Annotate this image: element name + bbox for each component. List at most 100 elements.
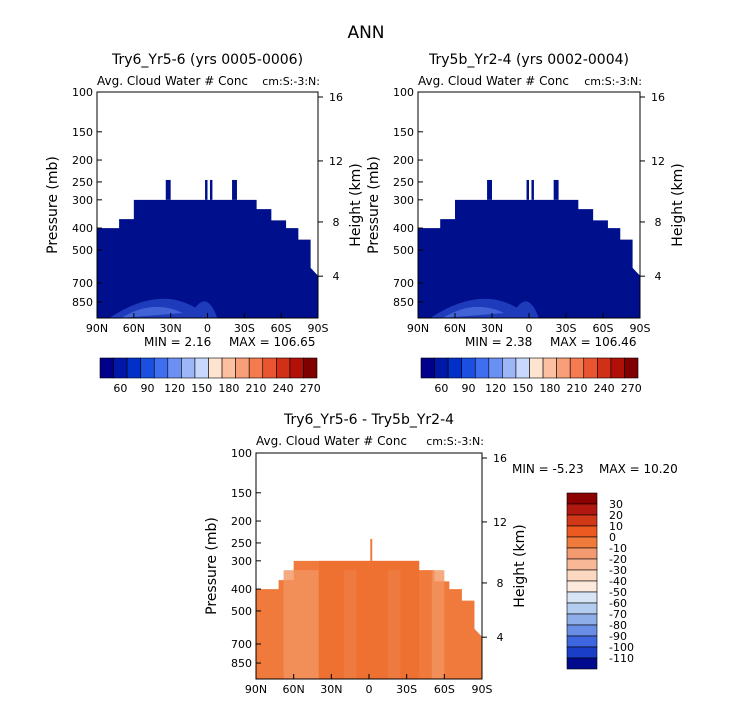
y-axis-label: Pressure (mb) (366, 156, 382, 254)
chart-panel2: Try5b_Yr2-4 (yrs 0002-0004) Avg. Cloud Wa… (366, 52, 686, 395)
y-tick-label: 500 (231, 605, 252, 618)
right-tick-label: 8 (333, 216, 340, 229)
y-tick-label: 250 (72, 176, 93, 189)
y-tick-label: 150 (231, 487, 252, 500)
y-tick-label: 200 (231, 515, 252, 528)
colorbar-swatch (113, 357, 128, 379)
max-label: MAX = 10.20 (599, 462, 678, 476)
colorbar-swatch (624, 357, 639, 379)
y-tick-label: 300 (231, 555, 252, 568)
data-contour (442, 306, 505, 318)
colorbar-label: 60 (113, 382, 127, 395)
x-tick-label: 60S (271, 322, 292, 335)
colorbar-swatch (235, 357, 250, 379)
colorbar-swatch (566, 525, 598, 538)
data-texture (431, 570, 445, 679)
colorbar-label: -60 (609, 597, 627, 610)
y-tick-label: 700 (72, 277, 93, 290)
y-tick-label: 250 (393, 176, 414, 189)
right-tick-label: 16 (651, 91, 665, 104)
x-tick-label: 90S (308, 322, 329, 335)
y-tick-label: 200 (72, 154, 93, 167)
right-tick-label: 12 (493, 516, 507, 529)
colorbar-swatch (542, 357, 557, 379)
x-tick-label: 60S (593, 322, 614, 335)
chart-subtitle: Avg. Cloud Water # Conc (418, 74, 569, 88)
y-tick-label: 400 (231, 583, 252, 596)
colorbar-swatch (566, 613, 598, 626)
colorbar-swatch (566, 558, 598, 571)
right-tick-label: 4 (655, 270, 662, 283)
right-tick-label: 16 (329, 91, 343, 104)
x-tick-label: 0 (204, 322, 211, 335)
min-label: MIN = 2.38 (465, 335, 532, 349)
colorbar-label: 270 (300, 382, 321, 395)
data-spike (205, 179, 208, 200)
colorbar-label: -30 (609, 564, 627, 577)
colorbar-swatch (566, 624, 598, 637)
colorbar-label: -90 (609, 630, 627, 643)
data-texture (318, 560, 420, 679)
colorbar-label: 240 (594, 382, 615, 395)
colorbar-label: -40 (609, 575, 627, 588)
right-tick-label: 8 (655, 216, 662, 229)
colorbar-swatch (140, 357, 155, 379)
y-tick-label: 700 (231, 638, 252, 651)
colorbar-swatch (556, 357, 571, 379)
colorbar-swatch (474, 357, 490, 379)
colorbar-label: 60 (434, 382, 448, 395)
colorbar-swatch (566, 536, 598, 549)
right-tick-label: 8 (497, 577, 504, 590)
min-label: MIN = 2.16 (144, 335, 211, 349)
right-tick-label: 16 (493, 452, 507, 465)
colorbar-swatch (420, 357, 435, 379)
chart-title: Try6_Yr5-6 - Try5b_Yr2-4 (283, 412, 454, 428)
y-tick-label: 200 (393, 154, 414, 167)
y-tick-label: 300 (72, 194, 93, 207)
colorbar-swatch (529, 357, 544, 379)
y-axis-label: Pressure (mb) (45, 156, 61, 254)
colorbar-swatch (583, 357, 598, 379)
colorbar-label: -100 (609, 641, 634, 654)
x-tick-label: 30N (320, 683, 342, 696)
colorbar-label: 120 (164, 382, 185, 395)
max-label: MAX = 106.46 (550, 335, 636, 349)
colorbar-label: -70 (609, 608, 627, 621)
colorbar-swatch (248, 357, 264, 379)
colorbar-swatch (566, 492, 598, 505)
x-tick-label: 30S (234, 322, 255, 335)
colorbar-label: 0 (609, 531, 616, 544)
x-tick-label: 90N (407, 322, 429, 335)
x-tick-label: 30N (481, 322, 503, 335)
colorbar-label: 150 (191, 382, 212, 395)
colorbar-label: 30 (609, 498, 623, 511)
colorbar-swatch (515, 357, 530, 379)
colorbar-swatch (447, 357, 462, 379)
y-tick-label: 850 (393, 296, 414, 309)
x-tick-label: 90N (245, 683, 267, 696)
y-tick-label: 100 (231, 447, 252, 460)
colorbar-label: 240 (273, 382, 294, 395)
y-tick-label: 500 (393, 244, 414, 257)
colorbar-swatch (566, 657, 598, 670)
x-tick-label: 90N (86, 322, 108, 335)
colorbar-swatch (566, 580, 598, 593)
colorbar-label: 120 (485, 382, 506, 395)
colorbar-swatch (153, 357, 169, 379)
x-tick-label: 60N (123, 322, 145, 335)
colorbar-swatch (194, 357, 209, 379)
colorbar-swatch (597, 357, 612, 379)
y-tick-label: 100 (393, 86, 414, 99)
min-label: MIN = -5.23 (512, 462, 584, 476)
colorbar-swatch (566, 602, 598, 615)
y-tick-label: 150 (393, 126, 414, 139)
right-axis-label: Height (km) (512, 524, 528, 607)
colorbar-swatch (126, 357, 141, 379)
colorbar-swatch (569, 357, 585, 379)
units-label: cm:S:-3:N: (262, 75, 320, 88)
data-field (97, 199, 318, 318)
colorbar-swatch (566, 646, 598, 659)
colorbar-swatch (566, 569, 598, 582)
right-tick-label: 12 (651, 155, 665, 168)
